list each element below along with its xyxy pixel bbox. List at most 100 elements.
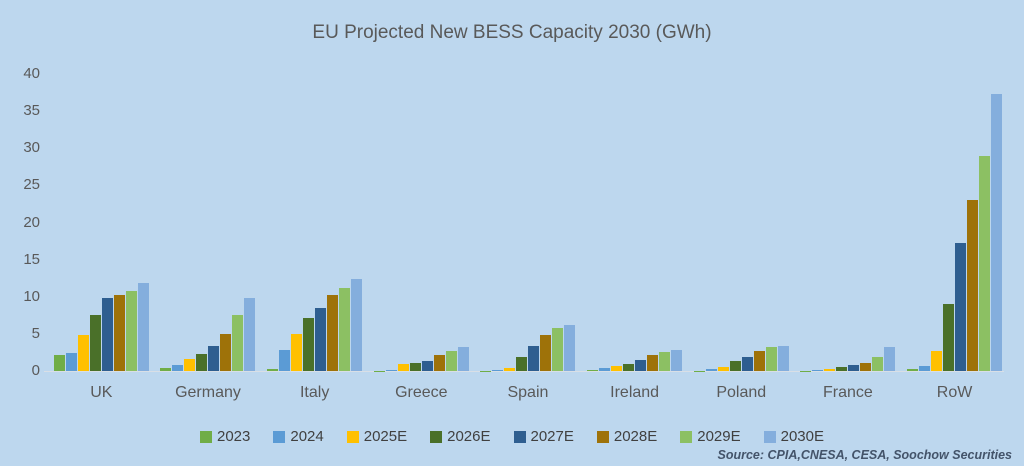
bar-group-italy: Italy: [267, 74, 363, 401]
legend-swatch-icon: [346, 430, 359, 443]
bar-group-row: RoW: [907, 74, 1003, 401]
bar-france-2025e: [824, 368, 836, 371]
plot-area: UK Germany Italy Greece Spain Ireland Poland Fr…: [48, 74, 1008, 401]
bar-france-2028e: [860, 362, 872, 371]
legend: 2023 2024 2025E 2026E 2027E 2028E 2029E 2030E: [0, 428, 1024, 445]
bar-row-2029e: [979, 156, 991, 371]
x-category-label: RoW: [936, 384, 973, 401]
bar-spain-2025e: [504, 368, 516, 371]
bar-ireland-2030e: [671, 350, 683, 371]
bar-row-2024: [919, 365, 931, 371]
legend-label: 2023: [217, 428, 251, 445]
y-tick-label: 10: [23, 287, 40, 305]
bar-uk-2029e: [125, 290, 137, 371]
bar-uk-2023: [53, 354, 65, 371]
bar-france-2030e: [884, 347, 896, 371]
legend-swatch-icon: [680, 430, 693, 443]
bar-group-poland: Poland: [693, 74, 789, 401]
bar-spain-2027e: [528, 345, 540, 371]
bar-greece-2026e: [409, 362, 421, 371]
legend-label: 2026E: [447, 428, 491, 445]
x-category-label: Ireland: [610, 384, 660, 401]
bar-spain-2029e: [552, 327, 564, 371]
legend-label: 2030E: [780, 428, 824, 445]
x-category-label: France: [823, 384, 873, 401]
bar-spain-2026e: [516, 356, 528, 371]
bar-row-2023: [907, 369, 919, 371]
bar-poland-2024: [705, 368, 717, 371]
bar-spain-2028e: [540, 334, 552, 371]
bar-row-2025e: [931, 350, 943, 371]
bar-germany-2025e: [184, 359, 196, 371]
bar-italy-2029e: [339, 287, 351, 371]
bar-uk-2030e: [137, 282, 149, 371]
bar-poland-2026e: [729, 360, 741, 371]
bar-group-germany: Germany: [160, 74, 256, 401]
bar-italy-2026e: [303, 318, 315, 371]
y-tick-label: 0: [31, 362, 40, 379]
bar-france-2026e: [836, 367, 848, 371]
bar-italy-2027e: [315, 307, 327, 371]
bar-germany-2030e: [244, 297, 256, 371]
legend-item-2024: 2024: [273, 428, 324, 445]
bar-poland-2030e: [777, 345, 789, 371]
bar-group-france: France: [800, 74, 896, 401]
legend-swatch-icon: [200, 430, 212, 443]
legend-label: 2024: [290, 428, 324, 445]
legend-item-2027e: 2027E: [513, 428, 574, 445]
bar-greece-2025e: [397, 364, 409, 371]
legend-item-2025e: 2025E: [346, 428, 408, 445]
bar-uk-2026e: [89, 315, 101, 371]
bar-italy-2025e: [291, 333, 303, 371]
y-tick-label: 20: [23, 213, 40, 231]
bar-uk-2027e: [101, 298, 113, 371]
bar-group-greece: Greece: [373, 74, 469, 401]
legend-swatch-icon: [763, 430, 776, 443]
bar-ireland-2029e: [659, 351, 671, 371]
bar-germany-2026e: [196, 353, 208, 371]
y-tick-label: 15: [23, 250, 40, 268]
bar-ireland-2023: [587, 369, 599, 371]
x-category-label: Greece: [395, 384, 448, 401]
bar-row-2027e: [955, 242, 967, 371]
y-tick-label: 5: [31, 324, 40, 342]
bar-germany-2028e: [220, 333, 232, 371]
bar-italy-2030e: [351, 278, 363, 371]
bar-spain-2030e: [564, 324, 576, 371]
bar-france-2027e: [848, 365, 860, 371]
chart-title: EU Projected New BESS Capacity 2030 (GWh…: [312, 22, 712, 43]
x-category-label: UK: [90, 384, 113, 401]
bar-ireland-2026e: [623, 363, 635, 371]
bar-germany-2029e: [232, 314, 244, 371]
bar-greece-2030e: [457, 347, 469, 371]
legend-label: 2027E: [530, 428, 574, 445]
x-category-label: Italy: [299, 384, 330, 401]
legend-item-2023: 2023: [200, 428, 250, 445]
bar-germany-2027e: [208, 345, 220, 371]
bar-poland-2029e: [765, 346, 777, 371]
legend-swatch-icon: [513, 430, 526, 443]
bar-greece-2024: [385, 370, 397, 371]
bar-ireland-2024: [599, 367, 611, 371]
bar-italy-2024: [279, 350, 291, 371]
bar-italy-2023: [267, 368, 279, 371]
y-tick-label: 25: [23, 176, 40, 194]
bar-row-2028e: [967, 200, 979, 371]
x-axis-line: [44, 371, 1004, 372]
bar-poland-2027e: [741, 357, 753, 371]
y-tick-label: 40: [23, 65, 40, 82]
legend-label: 2025E: [363, 428, 408, 445]
bar-poland-2028e: [753, 350, 765, 371]
bar-spain-2024: [492, 369, 504, 371]
legend-item-2028e: 2028E: [596, 428, 657, 445]
bar-greece-2028e: [433, 355, 445, 371]
bar-germany-2024: [172, 365, 184, 371]
bar-poland-2025e: [717, 366, 729, 371]
bar-group-spain: Spain: [480, 74, 576, 401]
bar-germany-2023: [160, 368, 172, 371]
legend-item-2026e: 2026E: [430, 428, 491, 445]
bar-uk-2024: [65, 353, 77, 371]
source-note: Source: CPIA,CNESA, CESA, Soochow Securi…: [717, 448, 1012, 462]
bar-uk-2028e: [113, 294, 125, 371]
